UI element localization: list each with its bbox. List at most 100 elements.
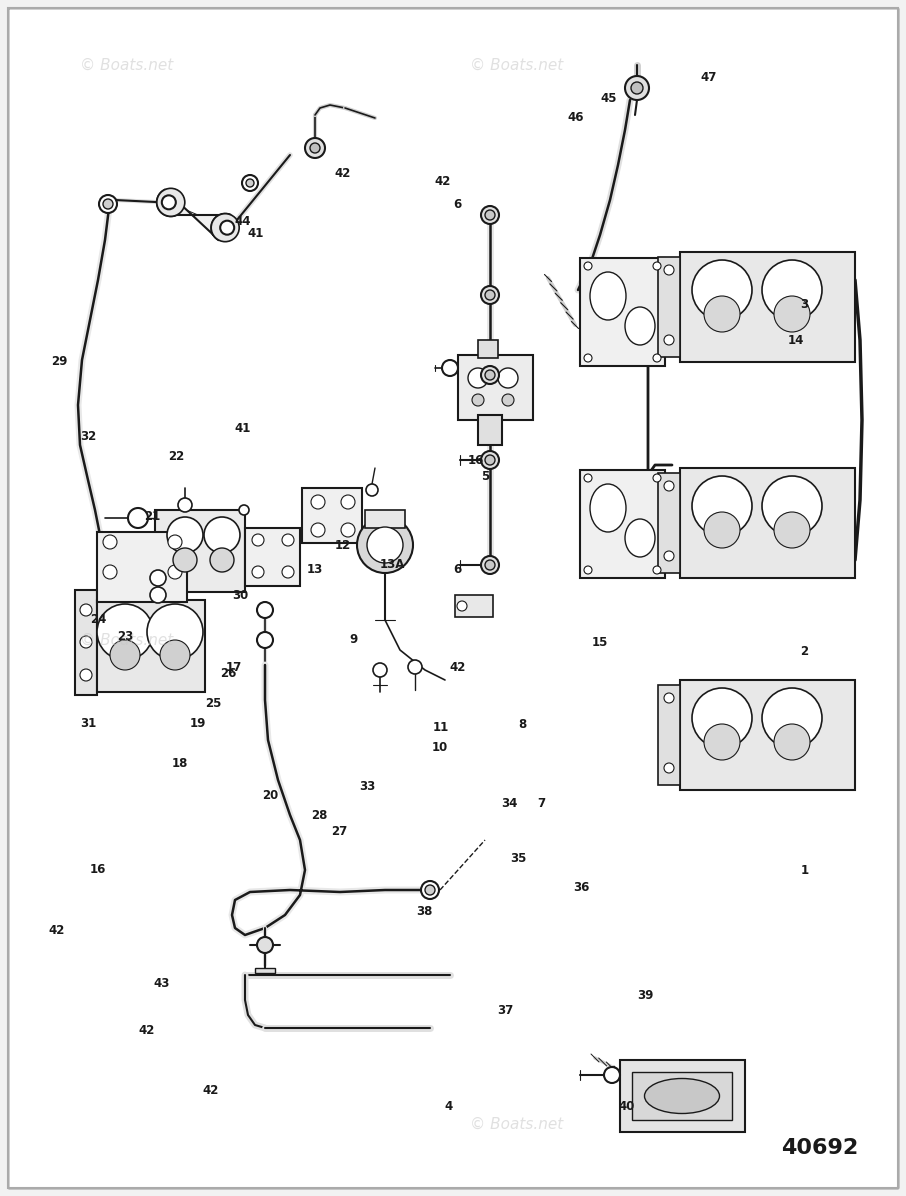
Circle shape [472,393,484,405]
Circle shape [704,295,740,332]
Bar [255,968,275,974]
Bar [97,600,205,692]
Circle shape [167,517,203,553]
Text: 42: 42 [48,925,64,936]
Circle shape [604,1067,620,1084]
Circle shape [128,508,148,527]
Circle shape [481,556,499,574]
Text: 17: 17 [226,661,242,673]
Circle shape [305,138,325,158]
Circle shape [692,476,752,536]
Text: 24: 24 [90,614,106,626]
Text: 29: 29 [51,355,67,367]
Circle shape [704,724,740,759]
Text: 32: 32 [81,431,97,443]
Text: 9: 9 [349,634,358,646]
Circle shape [664,266,674,275]
Circle shape [664,335,674,344]
Circle shape [485,289,495,300]
Circle shape [357,517,413,573]
Text: 44: 44 [235,215,251,227]
Text: 21: 21 [144,511,160,523]
Circle shape [173,548,197,572]
Text: 42: 42 [449,661,466,673]
Text: © Boats.net: © Boats.net [81,59,173,73]
Circle shape [408,660,422,675]
Circle shape [257,631,273,648]
Text: © Boats.net: © Boats.net [470,1117,563,1131]
Text: 41: 41 [247,227,264,239]
Text: 2: 2 [801,646,808,658]
Circle shape [481,286,499,304]
Circle shape [664,481,674,492]
Bar [680,681,855,791]
Circle shape [468,368,488,388]
Ellipse shape [625,307,655,344]
Text: 35: 35 [510,853,526,865]
Circle shape [242,175,258,191]
Bar [658,685,680,785]
Circle shape [692,260,752,321]
Circle shape [584,566,592,574]
Text: 38: 38 [416,905,432,917]
Circle shape [252,566,264,578]
Circle shape [774,512,810,548]
Circle shape [178,498,192,512]
Text: 3: 3 [801,299,808,311]
Text: 6: 6 [453,199,462,210]
Circle shape [103,565,117,579]
Circle shape [282,566,294,578]
Bar [365,509,405,527]
Bar [680,468,855,578]
Text: 6: 6 [453,563,462,575]
Circle shape [653,566,661,574]
Circle shape [442,360,458,376]
Text: 26: 26 [220,667,236,679]
Text: 27: 27 [332,825,348,837]
Text: 40692: 40692 [781,1139,858,1158]
Text: 41: 41 [235,422,251,434]
Text: 30: 30 [232,590,248,602]
Bar [620,1060,745,1131]
Circle shape [366,484,378,496]
Circle shape [498,368,518,388]
Text: 42: 42 [434,176,450,188]
Bar [478,415,502,445]
Text: 23: 23 [117,630,133,642]
Text: 42: 42 [139,1025,155,1037]
Circle shape [485,210,495,220]
Circle shape [373,663,387,677]
Circle shape [252,533,264,547]
Circle shape [282,533,294,547]
Circle shape [774,724,810,759]
Circle shape [481,366,499,384]
Ellipse shape [590,271,626,321]
Circle shape [157,188,185,216]
Text: 47: 47 [700,72,717,84]
Bar [302,488,362,543]
Text: 16: 16 [467,454,484,466]
Circle shape [762,476,822,536]
Text: © Boats.net: © Boats.net [470,59,563,73]
Circle shape [160,640,190,670]
Circle shape [485,454,495,465]
Circle shape [257,602,273,618]
Circle shape [80,636,92,648]
Text: 40: 40 [619,1100,635,1112]
Circle shape [80,604,92,616]
Circle shape [103,199,113,209]
Circle shape [625,77,649,100]
Circle shape [485,560,495,570]
Circle shape [147,604,203,660]
Bar [155,509,245,592]
Circle shape [481,451,499,469]
Text: 45: 45 [601,92,617,104]
Text: 19: 19 [189,718,206,730]
Circle shape [653,474,661,482]
Circle shape [341,523,355,537]
Text: 39: 39 [637,989,653,1001]
Circle shape [584,262,592,270]
Circle shape [257,936,273,953]
Circle shape [246,179,254,187]
Text: 46: 46 [567,111,583,123]
